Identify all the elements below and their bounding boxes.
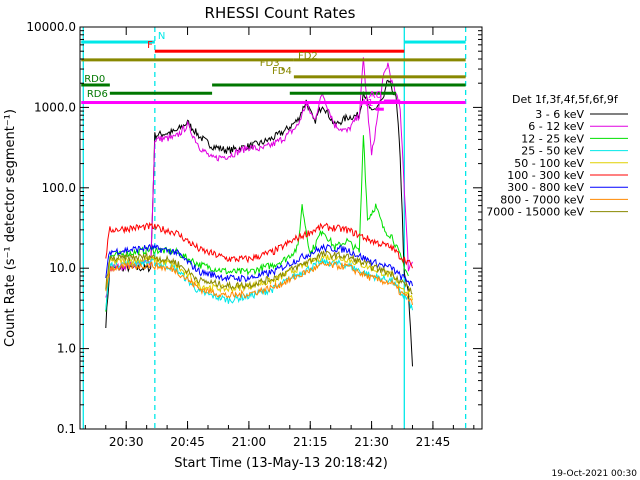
- flag-bar: [212, 83, 466, 87]
- footer-date: 19-Oct-2021 00:30: [552, 469, 638, 479]
- legend-label-12-25-kev: 12 - 25 keV: [521, 132, 584, 145]
- legend-label-100-300-kev: 100 - 300 keV: [507, 169, 584, 182]
- flag-label-fd3: FD3: [260, 58, 280, 69]
- y-tick-label: 0.1: [57, 422, 76, 436]
- y-tick-label: 10000.0: [26, 20, 76, 34]
- flag-label-rd6: RD6: [87, 89, 108, 100]
- flag-label-fd2: FD2: [298, 51, 318, 62]
- legend-label-800-7000-kev: 800 - 7000 keV: [500, 193, 584, 206]
- legend-label-300-800-kev: 300 - 800 keV: [507, 181, 584, 194]
- flag-label-a0: A0: [369, 90, 382, 101]
- y-axis-label: Count Rate (s⁻¹ detector segment⁻¹): [3, 109, 18, 347]
- x-tick-label: 20:45: [170, 435, 205, 449]
- x-axis-label: Start Time (13-May-13 20:18:42): [174, 456, 388, 471]
- series-line-7000-15000-kev: [105, 250, 413, 295]
- flag-label-n: N: [158, 31, 165, 42]
- series-line-300-800-kev: [105, 243, 413, 287]
- flag-bar-fd3: [281, 67, 284, 71]
- flag-bar-rd6: [109, 91, 213, 95]
- flag-bar-n: [81, 40, 155, 44]
- legend-label-6-12-kev: 6 - 12 keV: [528, 120, 584, 133]
- flag-bar-fd2: [81, 58, 294, 62]
- flag-label-fd4: FD4: [272, 66, 292, 77]
- x-tick-label: 21:45: [416, 435, 451, 449]
- flag-bar: [289, 91, 397, 95]
- y-tick-label: 1.0: [57, 342, 76, 356]
- x-tick-label: 21:15: [293, 435, 328, 449]
- y-tick-label: 10.0: [49, 261, 76, 275]
- series-line-100-300-kev: [105, 221, 413, 269]
- flag-bar: [81, 101, 466, 105]
- flag-bar: [293, 58, 466, 62]
- flag-label-rd0: RD0: [84, 74, 105, 85]
- legend-label-7000-15000-kev: 7000 - 15000 keV: [486, 206, 584, 219]
- legend-label-25-50-kev: 25 - 50 keV: [521, 145, 584, 158]
- chart-title: RHESSI Count Rates: [205, 4, 356, 22]
- flag-bar-f: [154, 49, 405, 53]
- flag-bar-rd0: [81, 83, 110, 87]
- x-tick-label: 21:30: [354, 435, 389, 449]
- flag-bar-fd4: [293, 75, 466, 79]
- flag-bar-a1: [375, 107, 384, 111]
- flag-label-f: F: [147, 40, 153, 51]
- series-line-12-25-kev: [105, 135, 409, 312]
- y-tick-label: 100.0: [42, 181, 76, 195]
- plot-frame: [79, 26, 483, 430]
- legend-label-3-6-kev: 3 - 6 keV: [535, 108, 584, 121]
- flag-bar: [404, 40, 466, 44]
- legend-label-50-100-kev: 50 - 100 keV: [514, 157, 584, 170]
- legend-title: Det 1f,3f,4f,5f,6f,9f: [512, 93, 619, 106]
- y-tick-label: 1000.0: [34, 100, 76, 114]
- x-tick-label: 21:00: [232, 435, 267, 449]
- x-tick-label: 20:30: [109, 435, 144, 449]
- series-line-3-6-kev: [105, 79, 413, 367]
- series-line-800-7000-kev: [105, 260, 413, 306]
